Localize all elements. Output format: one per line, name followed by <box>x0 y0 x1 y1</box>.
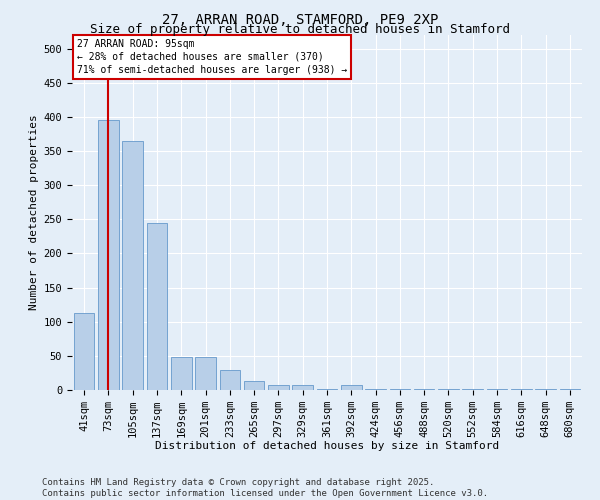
Text: Size of property relative to detached houses in Stamford: Size of property relative to detached ho… <box>90 22 510 36</box>
Bar <box>98 120 119 390</box>
Y-axis label: Number of detached properties: Number of detached properties <box>29 114 40 310</box>
Text: 27, ARRAN ROAD, STAMFORD, PE9 2XP: 27, ARRAN ROAD, STAMFORD, PE9 2XP <box>162 12 438 26</box>
Bar <box>244 381 265 390</box>
Bar <box>171 357 191 390</box>
Bar <box>220 370 240 390</box>
Bar <box>341 384 362 390</box>
Bar <box>122 141 143 390</box>
Bar <box>74 313 94 390</box>
Text: 27 ARRAN ROAD: 95sqm
← 28% of detached houses are smaller (370)
71% of semi-deta: 27 ARRAN ROAD: 95sqm ← 28% of detached h… <box>77 38 347 75</box>
Text: Contains HM Land Registry data © Crown copyright and database right 2025.
Contai: Contains HM Land Registry data © Crown c… <box>42 478 488 498</box>
X-axis label: Distribution of detached houses by size in Stamford: Distribution of detached houses by size … <box>155 442 499 452</box>
Bar <box>195 357 216 390</box>
Bar <box>292 384 313 390</box>
Bar <box>146 222 167 390</box>
Bar <box>268 384 289 390</box>
